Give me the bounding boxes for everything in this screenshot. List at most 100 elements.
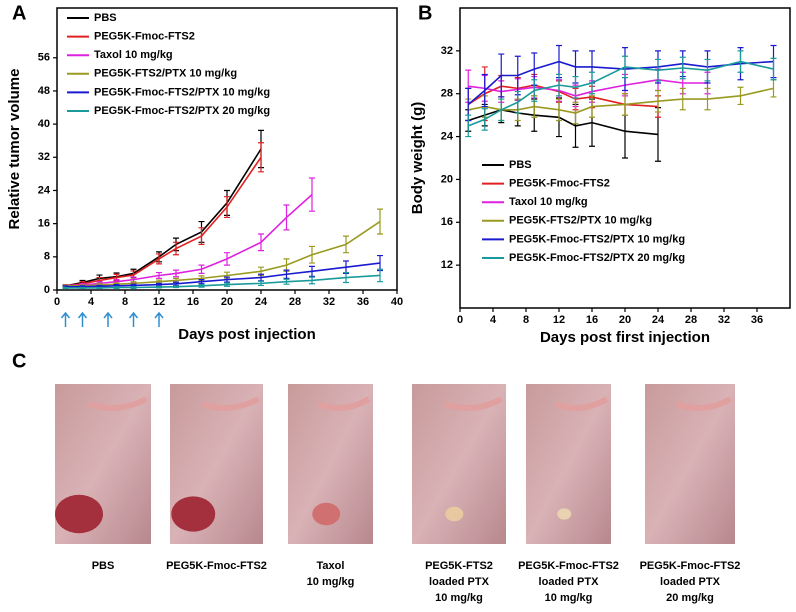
series-line (65, 194, 313, 287)
series-line (468, 87, 774, 114)
photo-caption: loaded PTX (660, 576, 721, 588)
y-tick-label: 0 (44, 284, 50, 296)
error-bar (572, 101, 579, 125)
error-bar (737, 50, 744, 73)
mouse-limb (316, 396, 371, 411)
x-tick-label: 24 (652, 314, 665, 326)
error-bar (224, 196, 230, 219)
tumor (557, 508, 572, 520)
x-tick-label: 20 (221, 296, 233, 308)
photo-caption: PEG5K-FTS2 (425, 560, 493, 572)
error-bar (79, 286, 86, 289)
error-bar (481, 108, 488, 131)
injection-arrow (128, 311, 139, 327)
error-bar (514, 90, 521, 114)
photo-caption: 10 mg/kg (545, 592, 593, 604)
error-bar (622, 55, 628, 79)
error-bar (224, 282, 230, 287)
error-bar (679, 56, 686, 80)
legend-label: PBS (509, 159, 532, 171)
series-line (65, 156, 262, 287)
legend-label: PEG5K-Fmoc-FTS2/PTX 20 mg/kg (509, 252, 685, 264)
x-tick-label: 8 (122, 296, 128, 308)
y-axis-title: Body weight (g) (409, 102, 426, 215)
injection-arrow (77, 311, 88, 327)
y-tick-label: 16 (38, 218, 50, 230)
error-bar (770, 57, 777, 81)
legend-label: PEG5K-FTS2/PTX 10 mg/kg (509, 215, 652, 227)
error-bar (198, 279, 205, 285)
error-bar (622, 93, 628, 116)
series-line (65, 220, 381, 287)
error-bar (198, 264, 205, 275)
x-tick-label: 0 (54, 296, 60, 308)
error-bar (173, 241, 179, 256)
series-line (468, 78, 708, 97)
photo-caption: 10 mg/kg (435, 592, 483, 604)
photo-caption: 20 mg/kg (666, 592, 714, 604)
legend-label: PEG5K-FTS2/PTX 10 mg/kg (94, 68, 237, 80)
x-tick-label: 32 (323, 296, 335, 308)
photo-caption: 10 mg/kg (307, 576, 355, 588)
x-tick-label: 28 (685, 314, 697, 326)
error-bar (655, 58, 661, 82)
x-tick-label: 4 (490, 314, 497, 326)
error-bar (283, 269, 290, 279)
photo-caption: Taxol (317, 560, 345, 572)
y-tick-label: 20 (441, 173, 453, 185)
error-bar (258, 280, 264, 287)
error-bar (589, 71, 595, 95)
photo-caption: PEG5K-Fmoc-FTS2 (166, 560, 267, 572)
injection-arrow (103, 311, 113, 327)
series-line (65, 262, 381, 288)
y-tick-label: 24 (38, 184, 51, 196)
error-bar (198, 284, 205, 288)
panel-label: B (418, 2, 432, 24)
error-bar (572, 75, 579, 99)
error-bar (258, 142, 264, 173)
error-bar (173, 285, 179, 289)
x-tick-label: 24 (255, 296, 268, 308)
photo-caption: loaded PTX (429, 576, 490, 588)
y-axis-title: Relative tumor volume (6, 69, 23, 230)
error-bar (283, 204, 290, 231)
x-tick-label: 4 (88, 296, 95, 308)
error-bar (377, 268, 383, 283)
photo-caption: PEG5K-Fmoc-FTS2 (518, 560, 619, 572)
error-bar (704, 58, 711, 82)
mouse-photo (645, 384, 735, 544)
x-axis-title: Days post first injection (540, 329, 710, 346)
series-line (65, 148, 262, 287)
legend-label: PEG5K-Fmoc-FTS2/PTX 20 mg/kg (94, 105, 270, 117)
y-tick-label: 16 (441, 216, 453, 228)
tumor (312, 502, 341, 526)
x-tick-label: 36 (357, 296, 369, 308)
error-bar (173, 269, 179, 278)
error-bar (283, 278, 290, 285)
y-tick-label: 32 (38, 151, 50, 163)
panel-label: C (12, 350, 26, 372)
x-tick-label: 20 (619, 314, 631, 326)
error-bar (498, 98, 505, 122)
error-bar (556, 73, 562, 97)
error-bar (589, 95, 595, 118)
error-bar (737, 86, 744, 106)
error-bar (556, 98, 562, 122)
legend-label: PEG5K-Fmoc-FTS2 (94, 31, 195, 43)
x-tick-label: 40 (391, 296, 403, 308)
error-bar (309, 265, 315, 277)
error-bar (258, 233, 264, 252)
legend-label: PEG5K-Fmoc-FTS2 (509, 178, 610, 190)
error-bar (224, 252, 230, 266)
y-tick-label: 28 (441, 88, 453, 100)
error-bar (498, 53, 505, 98)
error-bar (343, 271, 349, 284)
x-tick-label: 8 (523, 314, 529, 326)
series-line (467, 60, 774, 127)
x-axis-title: Days post injection (178, 326, 316, 343)
x-tick-label: 16 (187, 296, 199, 308)
error-bar (465, 114, 472, 138)
x-tick-label: 16 (586, 314, 598, 326)
error-bar (198, 227, 205, 245)
